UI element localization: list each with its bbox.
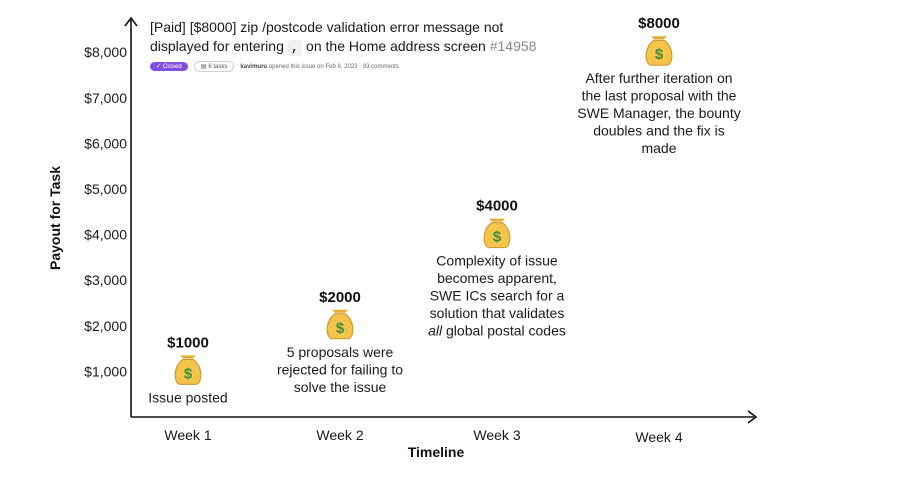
status-badge-label: Closed <box>163 63 182 70</box>
amount-label: $8000 <box>638 15 680 32</box>
tasks-badge: ▤ 6 tasks <box>193 61 235 72</box>
issue-title: [Paid] [$8000] zip /postcode validation … <box>150 18 570 58</box>
note-text: doubles and the fix is <box>593 123 725 139</box>
y-tick-label: $8,000 <box>84 44 127 60</box>
x-tick-label: Week 2 <box>316 427 363 443</box>
money-bag-body <box>645 39 673 66</box>
issue-title-line-1: [Paid] [$8000] zip /postcode validation … <box>150 19 504 35</box>
issue-author: kavimuru <box>240 63 268 70</box>
money-bag-tie <box>489 218 505 222</box>
note-text: After further iteration on <box>585 70 732 86</box>
y-axis-title: Payout for Task <box>47 166 63 270</box>
data-point: $1000 $ Issue posted <box>148 334 227 405</box>
money-bag-tie <box>180 355 196 359</box>
money-bag-tie <box>332 309 348 313</box>
note-text: 5 proposals were <box>287 344 394 360</box>
money-bag-icon: $ <box>483 218 511 249</box>
note-text: Complexity of issue <box>436 253 558 269</box>
money-bag-icon: $ <box>174 355 202 385</box>
note-text: becomes apparent, <box>437 270 557 286</box>
status-badge: ✓ Closed <box>150 62 188 71</box>
point-note-line: Complexity of issue <box>436 253 558 269</box>
dollar-sign-icon: $ <box>336 320 345 337</box>
point-note-line: SWE ICs search for a <box>430 288 565 304</box>
y-tick-label: $2,000 <box>84 318 127 334</box>
point-note-line: becomes apparent, <box>437 270 557 286</box>
x-tick-label: Week 3 <box>473 427 520 443</box>
y-tick-label: $5,000 <box>84 181 127 197</box>
point-note-line: the last proposal with the <box>582 88 737 104</box>
issue-title-line-2: displayed for entering , on the Home add… <box>150 37 570 58</box>
data-points: $1000 $ Issue posted $2000 $5 proposals were… <box>148 15 740 405</box>
note-text: SWE Manager, the bounty <box>577 105 740 121</box>
issue-title-code: , <box>287 40 303 56</box>
x-axis-arrow-icon <box>747 410 758 424</box>
point-note-line: solve the issue <box>294 379 387 395</box>
github-issue-annotation: [Paid] [$8000] zip /postcode validation … <box>150 18 570 72</box>
money-bag-body <box>326 313 354 340</box>
note-text: SWE ICs search for a <box>430 288 565 304</box>
dollar-sign-icon: $ <box>184 365 193 382</box>
point-note-line: Issue posted <box>148 389 227 405</box>
issue-title-before-code: displayed for entering <box>150 38 288 54</box>
issue-meta: ✓ Closed ▤ 6 tasks kavimuru opened this is… <box>150 61 570 72</box>
point-note-line: made <box>641 140 676 156</box>
dollar-sign-icon: $ <box>655 46 664 63</box>
money-bag-body <box>174 358 202 385</box>
y-tick-label: $4,000 <box>84 227 127 243</box>
point-note-line: solution that validates <box>430 305 565 321</box>
closed-check-icon: ✓ <box>156 64 162 70</box>
note-text: solve the issue <box>294 379 387 395</box>
note-text: rejected for failing to <box>277 361 403 377</box>
y-tick-label: $1,000 <box>84 363 127 379</box>
x-tick-label: Week 4 <box>635 429 682 445</box>
point-note-line: doubles and the fix is <box>593 123 725 139</box>
x-tick-label: Week 1 <box>164 427 211 443</box>
point-note-line: After further iteration on <box>585 70 732 86</box>
y-axis-arrow-icon <box>124 16 138 27</box>
tasks-badge-label: 6 tasks <box>208 63 228 70</box>
checklist-icon: ▤ <box>200 64 207 70</box>
issue-title-after-code: on the Home address screen <box>302 38 490 54</box>
money-bag-icon: $ <box>645 36 673 66</box>
note-text: made <box>641 140 676 156</box>
note-emphasis: all <box>428 323 443 339</box>
note-text: global postal codes <box>442 323 566 339</box>
issue-number: #14958 <box>489 38 537 54</box>
data-point: $8000 $ After further iteration on the last… <box>577 15 740 156</box>
x-axis-title: Timeline <box>408 444 465 460</box>
point-note-line: all global postal codes <box>428 323 566 339</box>
amount-label: $2000 <box>319 289 361 306</box>
y-tick-label: $3,000 <box>84 272 127 288</box>
note-text: Issue posted <box>148 389 227 405</box>
issue-meta-line: kavimuru opened this issue on Feb 8, 202… <box>240 64 398 70</box>
money-bag-icon: $ <box>326 309 354 340</box>
x-axis: Week 1 Week 2 Week 3 Week 4 <box>131 410 758 445</box>
note-text: solution that validates <box>430 305 565 321</box>
y-tick-label: $6,000 <box>84 135 127 151</box>
money-bag-tie <box>651 36 667 40</box>
note-text: the last proposal with the <box>582 88 737 104</box>
point-note-line: SWE Manager, the bounty <box>577 105 740 121</box>
y-tick-label: $7,000 <box>84 90 127 106</box>
issue-meta-text: opened this issue on Feb 8, 2023 · 93 co… <box>268 63 399 70</box>
point-note-line: 5 proposals were <box>287 344 394 360</box>
point-note-line: rejected for failing to <box>277 361 403 377</box>
amount-label: $4000 <box>476 198 518 215</box>
y-axis: $1,000 $2,000 $3,000 $4,000 $5,000 $6,000 $7,0… <box>84 16 138 417</box>
money-bag-body <box>483 222 511 249</box>
dollar-sign-icon: $ <box>493 229 502 246</box>
amount-label: $1000 <box>167 334 209 351</box>
